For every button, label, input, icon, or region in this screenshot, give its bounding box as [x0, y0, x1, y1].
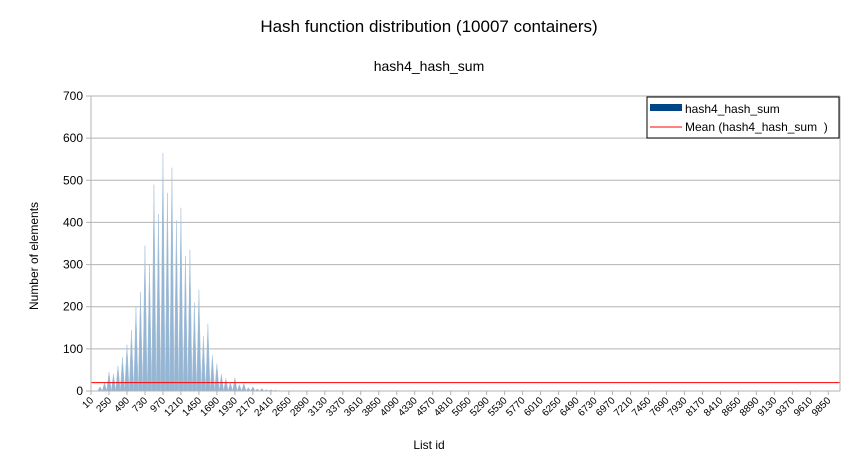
series-peak: [101, 381, 108, 392]
x-tick-label: 9370: [774, 395, 798, 419]
series-peak: [191, 302, 197, 392]
series-peak: [214, 363, 220, 392]
x-axis-label: List id: [413, 438, 445, 452]
x-tick-label: 3850: [360, 395, 384, 419]
chart-title: Hash function distribution (10007 contai…: [260, 17, 598, 36]
x-tick-label: 4330: [396, 395, 420, 419]
series-peak: [227, 381, 233, 392]
y-tick-label: 700: [63, 89, 83, 103]
x-tick-label: 8650: [720, 395, 744, 419]
x-tick-label: 8890: [738, 395, 762, 419]
series-peak: [178, 207, 184, 392]
series-peak: [155, 213, 161, 392]
y-tick-label: 100: [63, 342, 83, 356]
x-tick-label: 7690: [648, 395, 672, 419]
y-tick-label: 500: [63, 173, 83, 187]
y-tick-label: 0: [76, 384, 83, 398]
x-tick-label: 1450: [181, 395, 205, 419]
series-peak: [151, 184, 157, 392]
series-peak: [245, 387, 252, 392]
legend-label-mean: Mean (hash4_hash_sum ): [685, 120, 828, 134]
legend-label-series: hash4_hash_sum: [685, 102, 780, 116]
x-tick-label: 2170: [234, 395, 258, 419]
x-tick-label: 2890: [288, 395, 312, 419]
x-tick-label: 490: [113, 395, 133, 415]
x-tick-label: 4570: [414, 395, 438, 419]
chart-subtitle: hash4_hash_sum: [373, 58, 485, 74]
series-peak: [146, 264, 152, 392]
x-tick-label: 1210: [163, 395, 187, 419]
x-tick-label: 5050: [450, 395, 474, 419]
x-tick-label: 9850: [810, 395, 834, 419]
x-tick-label: 9130: [756, 395, 780, 419]
y-tick-label: 600: [63, 131, 83, 145]
series-peak: [196, 289, 202, 392]
y-tick-labels: 0 100 200 300 400 500 600 700: [63, 89, 83, 398]
series-peak: [115, 365, 121, 392]
x-tick-label: 1930: [216, 395, 240, 419]
x-tick-label: 5530: [486, 395, 510, 419]
x-tick-label: 7210: [612, 395, 636, 419]
x-tick-label: 6250: [540, 395, 564, 419]
series-peak: [232, 377, 238, 392]
legend: hash4_hash_sum Mean (hash4_hash_sum ): [646, 96, 840, 139]
series-peak: [223, 378, 229, 392]
series-peak: [241, 382, 247, 392]
series-peak: [173, 220, 179, 392]
x-tick-label: 4810: [432, 395, 456, 419]
x-tick-label: 3130: [306, 395, 330, 419]
x-tick-label: 8170: [684, 395, 708, 419]
series-peak: [119, 357, 125, 392]
series-peak: [97, 386, 103, 392]
x-tick-label: 9610: [792, 395, 816, 419]
legend-swatch-series: [650, 104, 682, 111]
x-tick-label: 6010: [522, 395, 546, 419]
series-peak: [128, 329, 134, 392]
series-peak: [106, 372, 112, 392]
x-tick-label: 2410: [252, 395, 276, 419]
series-peak: [250, 386, 256, 392]
x-tick-label: 6730: [576, 395, 600, 419]
series-peak: [169, 167, 175, 392]
series-area: [97, 152, 283, 392]
series-peak: [205, 323, 211, 392]
series-peak: [160, 152, 166, 392]
x-tick-label: 6970: [594, 395, 618, 419]
x-tick-label: 5770: [504, 395, 528, 419]
y-tick-label: 300: [63, 258, 83, 272]
x-tick-label: 4090: [378, 395, 402, 419]
y-tick-label: 400: [63, 215, 83, 229]
series-peak: [142, 245, 148, 392]
x-tick-label: 5290: [468, 395, 492, 419]
series-peak: [124, 344, 130, 392]
x-tick-label: 7450: [630, 395, 654, 419]
series-peak: [182, 256, 188, 392]
x-tick-label: 7930: [666, 395, 690, 419]
x-tick-label: 6490: [558, 395, 582, 419]
x-tick-label: 3610: [342, 395, 366, 419]
series-peak: [209, 355, 215, 392]
x-tick-label: 250: [95, 395, 115, 415]
legend-box: [646, 96, 840, 139]
axes: [90, 96, 841, 395]
x-tick-label: 3370: [324, 395, 348, 419]
x-tick-label: 2650: [270, 395, 294, 419]
x-tick-label: 730: [130, 395, 150, 415]
x-tick-label: 8410: [702, 395, 726, 419]
y-tick-label: 200: [63, 300, 83, 314]
x-tick-label: 1690: [198, 395, 222, 419]
series-peak: [236, 383, 242, 392]
series-peak: [187, 249, 193, 392]
x-tick-labels: 1025049073097012101450169019302170241026…: [80, 395, 833, 419]
